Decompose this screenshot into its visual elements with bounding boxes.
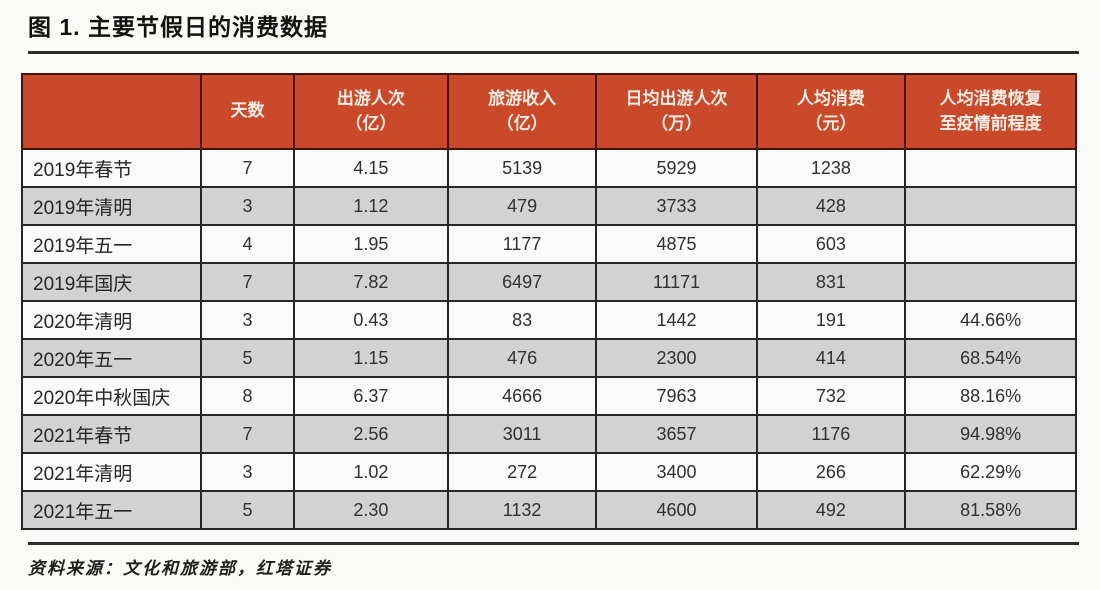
data-cell: 1177 [446, 224, 598, 264]
data-cell: 2.56 [292, 414, 449, 454]
data-cell [904, 224, 1077, 264]
data-cell: 732 [755, 376, 907, 416]
row-label: 2021年清明 [20, 452, 203, 492]
data-cell: 1.02 [292, 452, 449, 492]
table-row: 2020年中秋国庆 8 6.37 4666 7963 732 88.16% [20, 376, 1077, 416]
row-label: 2019年清明 [20, 186, 203, 226]
data-cell: 3 [200, 452, 295, 492]
data-cell: 5929 [595, 148, 758, 188]
data-cell: 191 [755, 300, 907, 340]
column-header [20, 73, 203, 150]
column-header: 人均消费恢复 至疫情前程度 [904, 73, 1077, 150]
row-label: 2020年五一 [20, 338, 203, 378]
data-cell: 3400 [595, 452, 758, 492]
data-cell: 4875 [595, 224, 758, 264]
data-cell: 603 [755, 224, 907, 264]
data-cell: 3733 [595, 186, 758, 226]
table-row: 2019年国庆 7 7.82 6497 11171 831 [20, 262, 1077, 302]
data-cell: 5 [200, 338, 295, 378]
header-row: 天数 出游人次 （亿） 旅游收入 （亿） 日均出游人次 （万） 人均消费 （元） 人均消费恢复 至疫… [20, 73, 1077, 150]
data-cell: 3657 [595, 414, 758, 454]
data-cell: 11171 [595, 262, 758, 302]
data-cell: 81.58% [904, 490, 1077, 530]
data-cell: 0.43 [292, 300, 449, 340]
column-header: 人均消费 （元） [755, 73, 907, 150]
row-label: 2019年国庆 [20, 262, 203, 302]
data-cell [904, 148, 1077, 188]
data-cell: 6.37 [292, 376, 449, 416]
data-cell: 6497 [446, 262, 598, 302]
data-cell: 479 [446, 186, 598, 226]
source-note: 资料来源：文化和旅游部，红塔证券 [28, 559, 332, 578]
data-cell: 8 [200, 376, 295, 416]
data-cell: 3 [200, 300, 295, 340]
table-row: 2021年五一 5 2.30 1132 4600 492 81.58% [20, 490, 1077, 530]
data-cell: 492 [755, 490, 907, 530]
table-row: 2019年清明 3 1.12 479 3733 428 [20, 186, 1077, 226]
title-divider [28, 51, 1079, 54]
data-cell: 1.15 [292, 338, 449, 378]
row-label: 2019年春节 [20, 148, 203, 188]
data-cell: 7 [200, 414, 295, 454]
data-cell: 88.16% [904, 376, 1077, 416]
data-cell: 1176 [755, 414, 907, 454]
row-label: 2019年五一 [20, 224, 203, 264]
data-cell: 7963 [595, 376, 758, 416]
column-header: 出游人次 （亿） [292, 73, 449, 150]
table-row: 2019年春节 7 4.15 5139 5929 1238 [20, 148, 1077, 188]
figure-title: 图 1. 主要节假日的消费数据 [28, 14, 328, 40]
column-header: 旅游收入 （亿） [446, 73, 598, 150]
data-cell: 272 [446, 452, 598, 492]
data-cell: 94.98% [904, 414, 1077, 454]
data-cell: 7.82 [292, 262, 449, 302]
footer-divider [28, 542, 1079, 545]
table-row: 2020年五一 5 1.15 476 2300 414 68.54% [20, 338, 1077, 378]
data-cell: 4.15 [292, 148, 449, 188]
table-row: 2019年五一 4 1.95 1177 4875 603 [20, 224, 1077, 264]
data-cell: 1132 [446, 490, 598, 530]
data-cell: 266 [755, 452, 907, 492]
holiday-consumption-table: 天数 出游人次 （亿） 旅游收入 （亿） 日均出游人次 （万） 人均消费 （元） 人均消费恢复 至疫… [20, 73, 1077, 530]
table-row: 2020年清明 3 0.43 83 1442 191 44.66% [20, 300, 1077, 340]
data-cell: 476 [446, 338, 598, 378]
table-body: 2019年春节 7 4.15 5139 5929 1238 2019年清明 3 1.12 479 3… [20, 148, 1077, 530]
data-cell: 1.95 [292, 224, 449, 264]
data-cell: 428 [755, 186, 907, 226]
data-cell: 44.66% [904, 300, 1077, 340]
data-cell: 1.12 [292, 186, 449, 226]
row-label: 2020年清明 [20, 300, 203, 340]
data-cell [904, 262, 1077, 302]
data-cell: 5 [200, 490, 295, 530]
row-label: 2021年五一 [20, 490, 203, 530]
data-cell: 1238 [755, 148, 907, 188]
row-label: 2021年春节 [20, 414, 203, 454]
table-header: 天数 出游人次 （亿） 旅游收入 （亿） 日均出游人次 （万） 人均消费 （元） 人均消费恢复 至疫… [20, 73, 1077, 150]
data-cell: 68.54% [904, 338, 1077, 378]
row-label: 2020年中秋国庆 [20, 376, 203, 416]
data-cell: 7 [200, 148, 295, 188]
data-cell: 7 [200, 262, 295, 302]
data-cell: 2.30 [292, 490, 449, 530]
table-row: 2021年清明 3 1.02 272 3400 266 62.29% [20, 452, 1077, 492]
data-cell: 3011 [446, 414, 598, 454]
data-cell: 83 [446, 300, 598, 340]
data-cell: 2300 [595, 338, 758, 378]
data-cell: 414 [755, 338, 907, 378]
column-header: 天数 [200, 73, 295, 150]
data-cell: 4666 [446, 376, 598, 416]
data-cell: 1442 [595, 300, 758, 340]
data-cell: 3 [200, 186, 295, 226]
column-header: 日均出游人次 （万） [595, 73, 758, 150]
table-row: 2021年春节 7 2.56 3011 3657 1176 94.98% [20, 414, 1077, 454]
data-cell [904, 186, 1077, 226]
data-cell: 831 [755, 262, 907, 302]
data-cell: 4600 [595, 490, 758, 530]
data-cell: 4 [200, 224, 295, 264]
data-cell: 62.29% [904, 452, 1077, 492]
data-cell: 5139 [446, 148, 598, 188]
